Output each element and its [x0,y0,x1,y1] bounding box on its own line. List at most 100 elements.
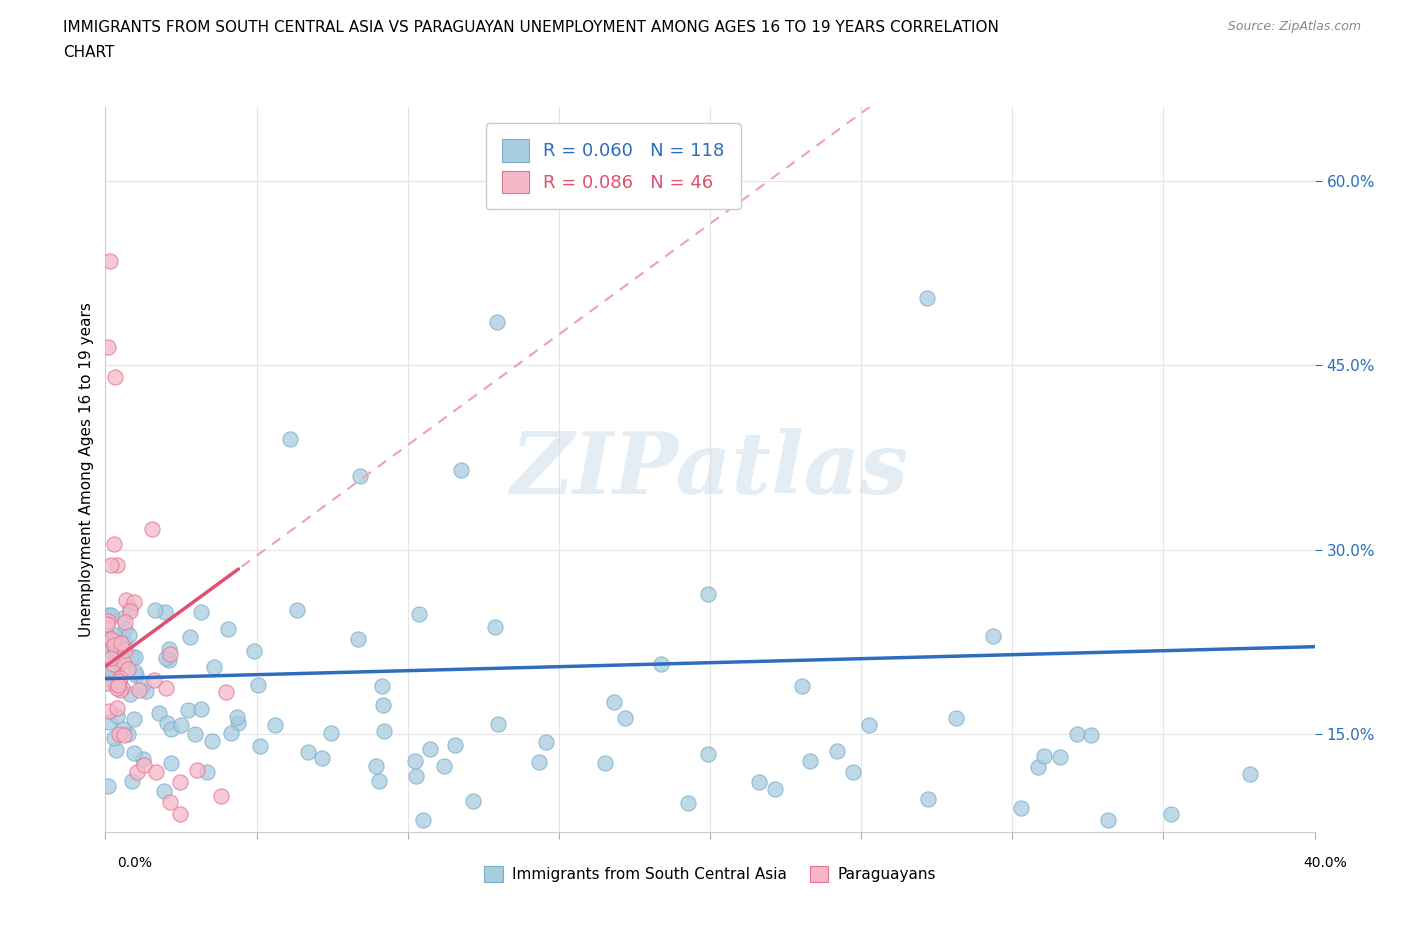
Point [103,633,125,648]
Point [157,653,180,668]
Point [450,462,472,477]
Point [98,632,121,647]
Point [100,558,122,573]
Point [527,754,550,769]
Point [748,775,770,790]
Text: 0.0%: 0.0% [117,856,152,870]
Point [444,737,467,752]
Point [114,643,136,658]
Point [297,745,319,760]
Point [96,617,118,631]
Point [103,628,125,643]
Text: 40.0%: 40.0% [1303,856,1347,870]
Text: Source: ZipAtlas.com: Source: ZipAtlas.com [1227,20,1361,33]
Point [825,744,848,759]
Point [177,703,200,718]
Point [96,675,118,690]
Point [134,758,156,773]
Point [217,621,239,636]
Point [117,661,139,676]
Point [108,671,131,685]
Point [243,644,266,658]
Point [534,735,557,750]
Point [100,631,122,646]
Point [112,635,135,650]
Point [155,604,177,619]
Point [263,718,285,733]
Point [135,684,157,698]
Point [170,718,193,733]
Point [107,658,129,673]
Point [105,742,128,757]
Point [145,764,167,779]
Text: ZIPatlas: ZIPatlas [510,428,910,512]
Point [97,607,120,622]
Point [917,791,939,806]
Point [124,649,146,664]
Point [125,667,148,682]
Point [118,604,141,618]
Point [1049,750,1071,764]
Point [484,619,506,634]
Point [697,586,720,601]
Point [1010,801,1032,816]
Point [97,339,120,354]
Point [105,557,128,572]
Point [311,751,333,765]
Point [103,730,125,745]
Point [186,763,208,777]
Point [155,681,177,696]
Point [132,677,155,692]
Point [179,630,201,644]
Point [148,705,170,720]
Point [603,695,626,710]
Point [190,604,212,619]
Text: IMMIGRANTS FROM SOUTH CENTRAL ASIA VS PARAGUAYAN UNEMPLOYMENT AMONG AGES 16 TO 1: IMMIGRANTS FROM SOUTH CENTRAL ASIA VS PA… [63,20,1000,35]
Point [155,651,177,666]
Point [142,672,165,687]
Point [114,621,136,636]
Point [97,671,120,686]
Point [114,615,136,630]
Point [697,747,720,762]
Point [107,655,129,670]
Point [486,314,509,329]
Point [157,642,180,657]
Point [763,781,786,796]
Point [215,684,238,699]
Point [103,537,125,551]
Point [98,703,121,718]
Point [98,253,121,268]
Point [108,727,131,742]
Point [141,521,163,536]
Point [127,764,149,779]
Point [124,746,146,761]
Point [153,784,176,799]
Point [112,728,135,743]
Point [159,721,181,736]
Point [1032,749,1054,764]
Point [124,664,146,679]
Point [103,637,125,652]
Point [249,738,271,753]
Point [246,677,269,692]
Point [1239,766,1261,781]
Point [121,774,143,789]
Point [650,657,672,671]
Point [319,725,342,740]
Point [128,683,150,698]
Point [169,806,191,821]
Point [405,768,427,783]
Point [190,701,212,716]
Point [111,722,134,737]
Point [97,636,120,651]
Point [201,734,224,749]
Point [364,759,387,774]
Point [219,725,242,740]
Point [285,603,308,618]
Point [169,775,191,790]
Point [110,683,132,698]
Point [945,711,967,725]
Point [917,290,939,305]
Point [120,601,142,616]
